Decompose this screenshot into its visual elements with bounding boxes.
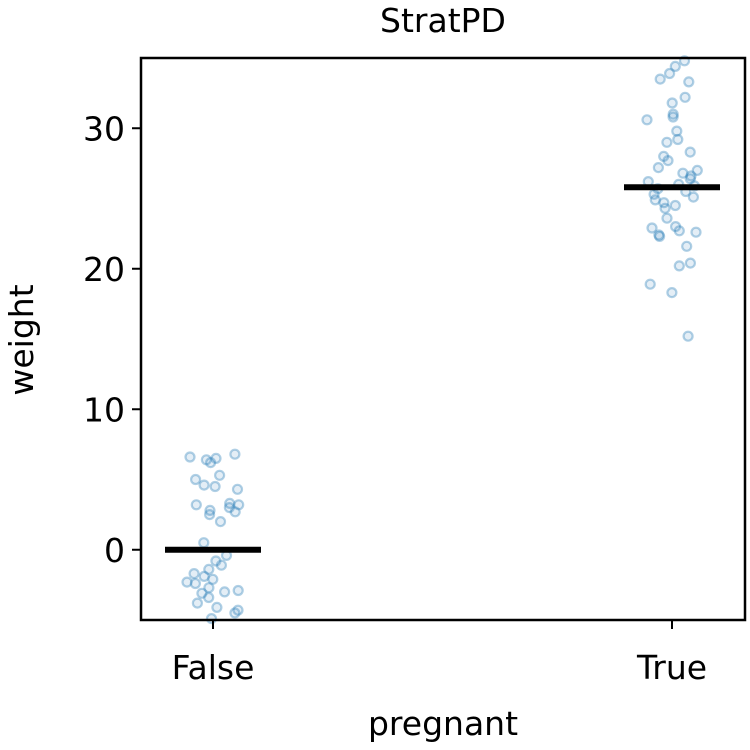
data-point (196, 587, 208, 599)
data-point (198, 537, 210, 549)
data-point (188, 567, 200, 580)
y-tick-label: 0 (104, 531, 125, 570)
points-layer (181, 55, 703, 625)
data-point (653, 229, 665, 241)
data-point (232, 604, 244, 616)
data-point (672, 133, 684, 146)
data-point (671, 125, 683, 137)
data-point (189, 577, 201, 590)
data-point (184, 451, 196, 463)
data-point (646, 222, 658, 234)
plot-frame (139, 56, 747, 622)
data-point (644, 278, 656, 290)
data-point (684, 173, 696, 185)
data-point (215, 559, 227, 571)
data-point (658, 150, 670, 162)
data-point (224, 497, 236, 509)
data-point (685, 170, 697, 182)
x-tick-label: False (172, 648, 255, 687)
data-point (679, 91, 691, 103)
y-tick-label: 30 (83, 109, 125, 148)
data-point (663, 67, 676, 80)
data-point (203, 563, 215, 576)
data-point (673, 260, 685, 272)
data-point (641, 114, 653, 126)
data-point (684, 257, 697, 269)
data-point (661, 136, 673, 148)
data-point (229, 607, 241, 619)
data-point (659, 202, 671, 214)
data-point (209, 480, 221, 493)
data-point (690, 226, 702, 238)
data-point (198, 479, 210, 491)
data-point (683, 76, 695, 88)
data-point (681, 240, 693, 252)
y-tick-label: 20 (83, 250, 125, 289)
data-point (653, 230, 666, 242)
y-axis-label: weight (2, 284, 41, 395)
data-point (673, 225, 685, 237)
data-point (661, 212, 673, 224)
data-point (190, 473, 202, 486)
data-point (203, 591, 215, 604)
data-point (190, 499, 202, 511)
data-point (229, 448, 241, 460)
data-point (210, 555, 222, 567)
data-point (205, 612, 218, 625)
data-point (229, 506, 241, 518)
data-point (662, 155, 674, 167)
data-point (658, 197, 670, 209)
data-point (223, 502, 235, 514)
data-point (669, 199, 681, 212)
data-point (191, 597, 203, 609)
data-point (210, 452, 222, 464)
data-point (666, 97, 678, 109)
data-point (198, 570, 210, 583)
data-point (687, 191, 700, 203)
x-axis-label: pregnant (368, 704, 518, 743)
data-point (211, 601, 223, 614)
x-tick-label: True (636, 648, 707, 687)
data-point (203, 582, 215, 594)
data-point (677, 167, 689, 179)
x-axis: False True (172, 620, 707, 687)
y-axis: 0 10 20 30 (83, 109, 141, 570)
data-point (214, 469, 226, 481)
data-point (652, 162, 665, 174)
data-point (204, 508, 216, 521)
data-point (233, 499, 245, 511)
data-point (204, 504, 216, 516)
data-point (669, 60, 681, 73)
data-point (667, 111, 679, 123)
means-layer (165, 184, 720, 553)
data-point (682, 330, 694, 342)
data-point (219, 586, 231, 598)
y-tick-label: 10 (83, 390, 125, 429)
data-point (231, 483, 244, 495)
data-point (207, 573, 219, 585)
data-point (200, 454, 212, 466)
data-point (181, 576, 193, 588)
data-point (654, 73, 666, 85)
data-point (684, 146, 696, 158)
chart-title: StratPD (380, 1, 506, 40)
data-point (691, 164, 703, 176)
data-point (667, 108, 679, 120)
data-point (666, 287, 678, 299)
data-point (232, 584, 244, 597)
data-point (214, 515, 227, 528)
data-point (205, 457, 217, 469)
data-point (669, 221, 682, 233)
data-point (649, 194, 661, 206)
